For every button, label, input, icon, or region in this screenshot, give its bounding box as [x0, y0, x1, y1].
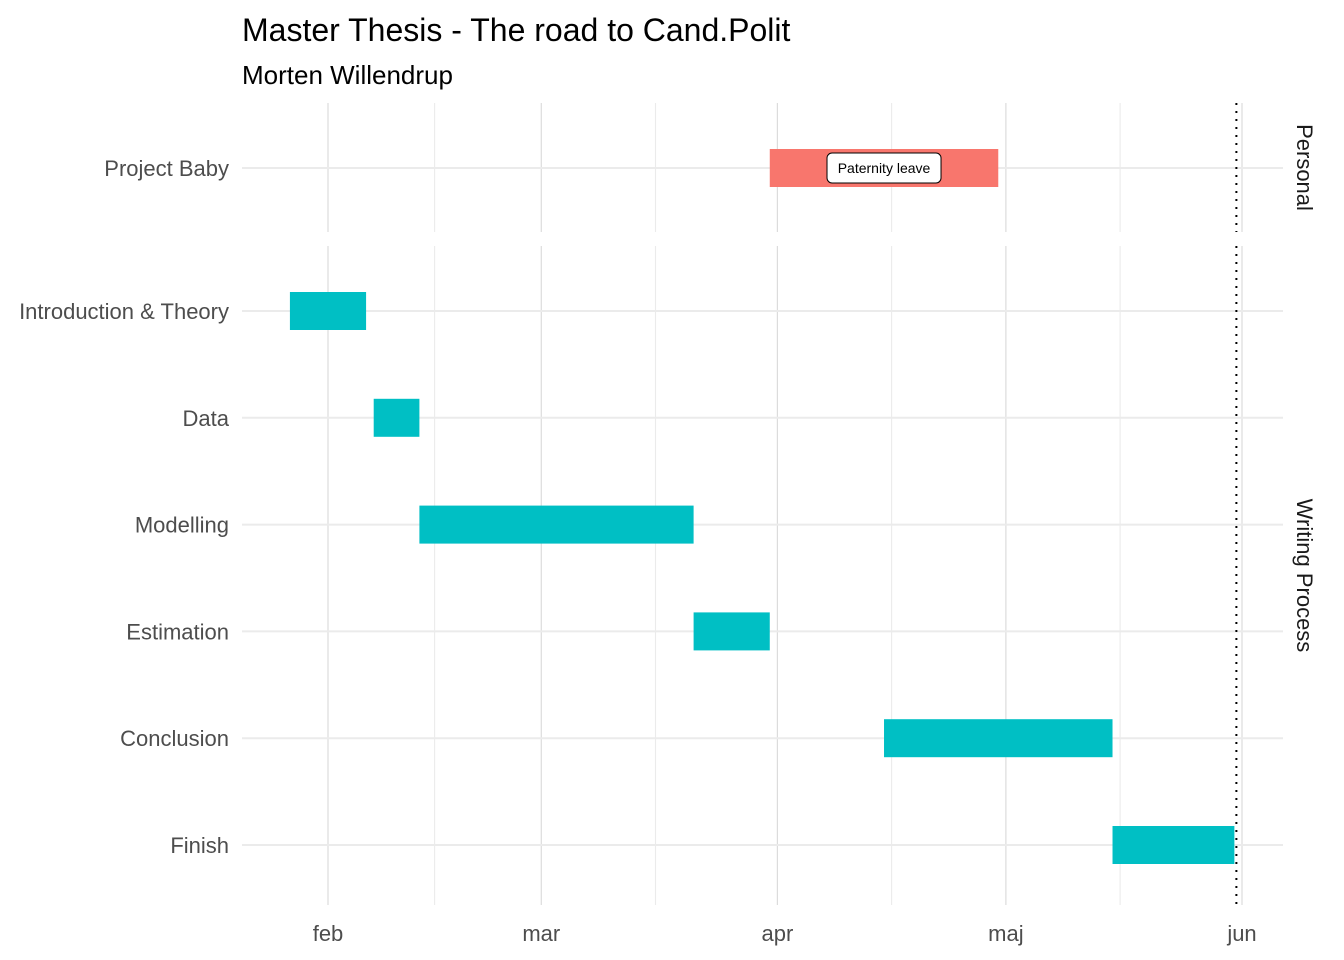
facet-panels: Project Baby Paternity leave Personal Intro…	[19, 103, 1317, 905]
chart-title: Master Thesis - The road to Cand.Polit	[242, 12, 791, 48]
task-bar	[1112, 826, 1235, 864]
x-tick-label: apr	[761, 921, 793, 946]
task-annotation: Paternity leave	[826, 152, 942, 184]
chart-subtitle: Morten Willendrup	[242, 60, 453, 90]
annotation-box	[826, 152, 942, 184]
x-tick-label: mar	[522, 921, 560, 946]
task-label: Conclusion	[120, 726, 229, 751]
task-bar	[884, 719, 1113, 758]
annotation-label: Paternity leave	[838, 160, 931, 176]
task-bar	[693, 612, 770, 651]
task-label: Project Baby	[104, 156, 229, 181]
task-label: Modelling	[135, 513, 229, 538]
task-label: Finish	[170, 833, 229, 858]
task-bar	[289, 292, 367, 330]
x-tick-label: maj	[988, 921, 1023, 946]
task-label: Introduction & Theory	[19, 299, 229, 324]
x-axis: feb mar apr maj jun	[313, 921, 1257, 946]
task-label: Data	[183, 406, 230, 431]
task-label: Estimation	[126, 619, 229, 644]
x-tick-label: jun	[1226, 921, 1256, 946]
task-bar	[419, 505, 694, 544]
x-tick-label: feb	[313, 921, 344, 946]
facet-strip-label: Personal	[1292, 124, 1317, 211]
facet-panel-1: Introduction & Theory Data Modelling Estima…	[19, 246, 1317, 905]
facet-panel-0: Project Baby Paternity leave Personal	[104, 103, 1317, 232]
facet-strip-label: Writing Process	[1292, 499, 1317, 653]
task-bar	[373, 398, 420, 437]
